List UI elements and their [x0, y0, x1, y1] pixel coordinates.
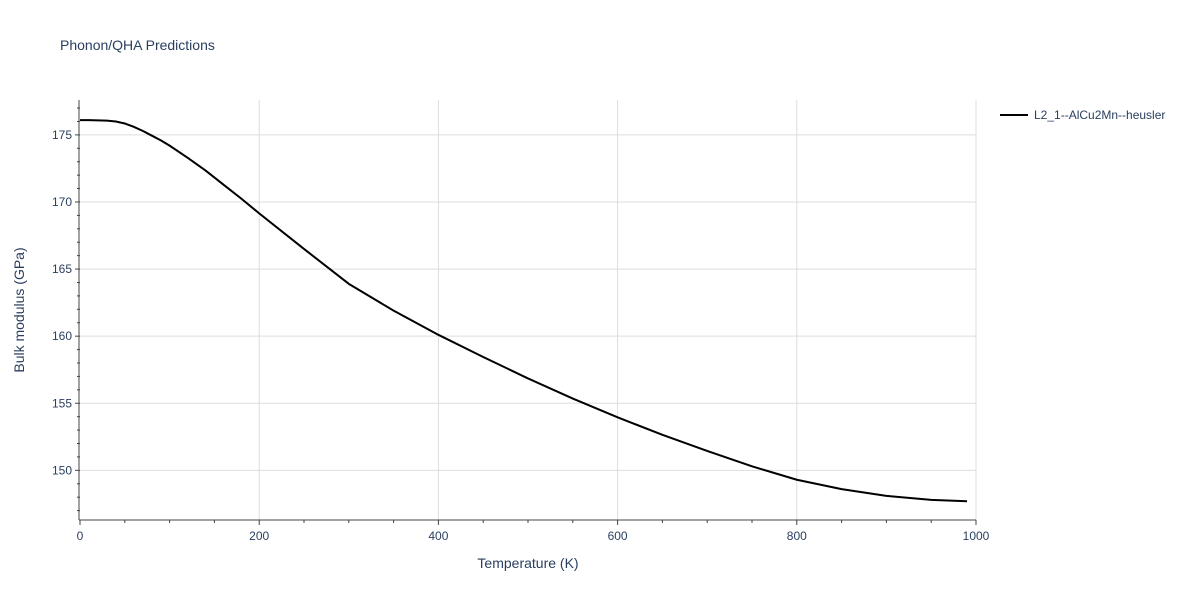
y-tick-label: 165 [52, 262, 72, 276]
plot-area [80, 119, 968, 503]
y-gridlines [80, 134, 976, 471]
x-tick-label: 1000 [963, 529, 990, 543]
x-tick-label: 400 [428, 529, 448, 543]
x-axis-title: Temperature (K) [477, 555, 578, 571]
y-axis-ticks: 150 155 160 165 170 175 [52, 107, 80, 512]
legend[interactable]: L2_1--AlCu2Mn--heusler [1000, 108, 1165, 122]
x-tick-label: 600 [608, 529, 628, 543]
x-gridlines [258, 100, 977, 520]
x-tick-label: 800 [787, 529, 807, 543]
y-tick-label: 170 [52, 195, 72, 209]
chart-title: Phonon/QHA Predictions [60, 37, 215, 53]
x-tick-label: 0 [77, 529, 84, 543]
y-tick-label: 160 [52, 329, 72, 343]
y-tick-label: 150 [52, 463, 72, 477]
y-tick-label: 155 [52, 396, 72, 410]
y-tick-label: 175 [52, 128, 72, 142]
x-tick-label: 200 [249, 529, 269, 543]
y-axis-title: Bulk modulus (GPa) [11, 247, 27, 372]
x-axis-ticks: 0 200 400 600 800 1000 [77, 520, 990, 543]
legend-label[interactable]: L2_1--AlCu2Mn--heusler [1034, 108, 1165, 122]
series-line [80, 119, 968, 503]
